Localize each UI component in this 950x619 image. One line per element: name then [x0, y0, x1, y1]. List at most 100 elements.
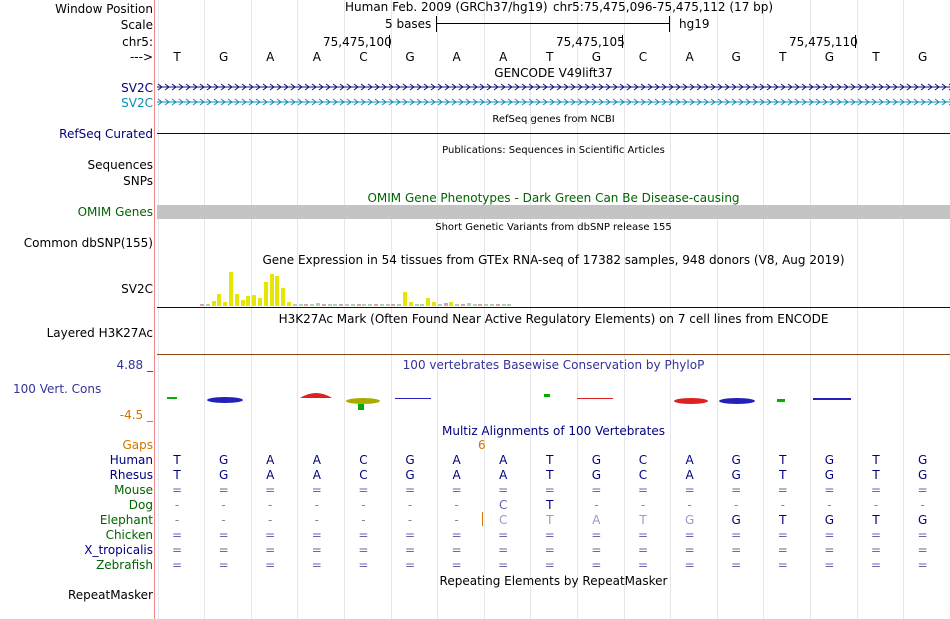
gtex-tissue-bar[interactable] — [316, 303, 320, 306]
gencode-sv2c-feature-2[interactable] — [157, 96, 950, 108]
gtex-tissue-bar[interactable] — [408, 302, 413, 306]
db-label: hg19 — [679, 17, 710, 31]
repeatmasker-label[interactable]: RepeatMasker — [67, 588, 153, 602]
gtex-tissue-bar[interactable] — [246, 296, 251, 306]
phylop-label[interactable]: 100 Vert. Cons — [13, 382, 102, 396]
gtex-tissue-bar[interactable] — [466, 303, 471, 306]
gtex-plot[interactable] — [157, 266, 950, 308]
grid-line — [763, 0, 765, 619]
h3k27ac-signal — [157, 354, 950, 355]
gtex-tissue-bar[interactable] — [449, 302, 454, 306]
gtex-tissue-bar[interactable] — [258, 298, 262, 306]
species-label[interactable]: Human — [109, 453, 153, 467]
gtex-tissue-bar[interactable] — [414, 304, 419, 306]
gtex-tissue-bar[interactable] — [310, 304, 315, 306]
alignment-base: - — [361, 498, 366, 512]
alignment-base: = — [917, 543, 928, 557]
species-label[interactable]: Zebrafish — [96, 558, 153, 572]
gtex-tissue-bar[interactable] — [205, 304, 210, 306]
scale-bar — [436, 16, 670, 32]
species-label[interactable]: Mouse — [114, 483, 153, 497]
alignment-base: A — [685, 468, 694, 482]
species-label[interactable]: X_tropicalis — [84, 543, 153, 557]
gtex-tissue-bar[interactable] — [484, 304, 489, 306]
gtex-tissue-bar[interactable] — [403, 292, 407, 306]
alignment-base: - — [734, 498, 739, 512]
gencode-sv2c-label-2[interactable]: SV2C — [121, 96, 153, 110]
gtex-tissue-bar[interactable] — [234, 294, 239, 306]
grid-line — [437, 0, 439, 619]
gtex-tissue-bar[interactable] — [362, 304, 367, 306]
gtex-tissue-bar[interactable] — [501, 304, 506, 306]
alignment-base: = — [404, 528, 416, 542]
gtex-tissue-bar[interactable] — [223, 302, 228, 306]
gtex-tissue-bar[interactable] — [420, 304, 425, 306]
gtex-tissue-bar[interactable] — [339, 304, 344, 306]
gaps-label[interactable]: Gaps — [122, 438, 153, 452]
alignment-base: = — [171, 558, 183, 572]
gtex-tissue-bar[interactable] — [200, 304, 204, 306]
gtex-tissue-bar[interactable] — [217, 294, 222, 306]
gtex-tissue-bar[interactable] — [507, 304, 512, 306]
gtex-tissue-bar[interactable] — [461, 304, 465, 306]
species-label[interactable]: Elephant — [99, 513, 153, 527]
gtex-tissue-bar[interactable] — [211, 301, 216, 306]
publications-sequences-label[interactable]: Sequences — [87, 158, 153, 172]
species-label[interactable]: Rhesus — [109, 468, 153, 482]
alignment-base: = — [358, 558, 369, 572]
gtex-tissue-bar[interactable] — [374, 304, 378, 306]
alignment-base: = — [218, 543, 229, 557]
gtex-tissue-bar[interactable] — [287, 302, 291, 306]
gtex-tissue-bar[interactable] — [356, 304, 361, 306]
gtex-tissue-bar[interactable] — [298, 304, 303, 306]
gtex-tissue-bar[interactable] — [321, 304, 326, 306]
publications-snps-label[interactable]: SNPs — [123, 174, 153, 188]
gtex-tissue-bar[interactable] — [304, 304, 309, 306]
gtex-tissue-bar[interactable] — [397, 304, 402, 306]
omim-label[interactable]: OMIM Genes — [77, 205, 153, 219]
gtex-tissue-bar[interactable] — [495, 304, 500, 306]
gtex-tissue-bar[interactable] — [281, 288, 286, 306]
gtex-tissue-bar[interactable] — [426, 298, 431, 306]
gencode-sv2c-label-1[interactable]: SV2C — [121, 81, 153, 95]
gtex-tissue-bar[interactable] — [252, 295, 257, 306]
gtex-tissue-bar[interactable] — [292, 304, 297, 306]
gtex-title: Gene Expression in 54 tissues from GTEx … — [262, 253, 845, 267]
gtex-tissue-bar[interactable] — [345, 304, 349, 306]
gtex-tissue-bar[interactable] — [229, 272, 233, 306]
omim-feature[interactable] — [157, 205, 950, 219]
gtex-tissue-bar[interactable] — [385, 304, 390, 306]
species-label[interactable]: Chicken — [105, 528, 153, 542]
gtex-tissue-bar[interactable] — [333, 304, 338, 306]
gtex-tissue-bar[interactable] — [275, 276, 280, 306]
gtex-tissue-bar[interactable] — [240, 300, 245, 306]
refseq-feature[interactable] — [157, 133, 950, 134]
gtex-tissue-bar[interactable] — [455, 304, 460, 306]
gtex-tissue-bar[interactable] — [490, 304, 494, 306]
gtex-tissue-bar[interactable] — [350, 304, 355, 306]
alignment-base: T — [779, 468, 787, 482]
alignment-base: = — [404, 558, 416, 572]
label-divider — [154, 0, 155, 619]
gtex-tissue-bar[interactable] — [391, 304, 396, 306]
gencode-sv2c-feature-1[interactable] — [157, 81, 950, 93]
gtex-tissue-bar[interactable] — [368, 304, 373, 306]
gtex-tissue-bar[interactable] — [327, 304, 332, 306]
gtex-tissue-bar[interactable] — [379, 304, 384, 306]
reference-base: G — [218, 50, 229, 64]
gtex-tissue-bar[interactable] — [269, 274, 274, 306]
gtex-tissue-bar[interactable] — [263, 282, 268, 306]
alignment-base: = — [218, 558, 229, 572]
gtex-tissue-bar[interactable] — [472, 304, 477, 306]
gtex-tissue-bar[interactable] — [443, 303, 448, 306]
dbsnp-label[interactable]: Common dbSNP(155) — [23, 236, 153, 250]
gtex-label[interactable]: SV2C — [121, 282, 153, 296]
alignment-base: G — [684, 513, 695, 527]
h3k27ac-label[interactable]: Layered H3K27Ac — [46, 326, 153, 340]
gtex-tissue-bar[interactable] — [432, 302, 436, 306]
grid-line — [670, 0, 672, 619]
gtex-tissue-bar[interactable] — [437, 304, 442, 306]
refseq-label[interactable]: RefSeq Curated — [59, 127, 153, 141]
species-label[interactable]: Dog — [128, 498, 153, 512]
gtex-tissue-bar[interactable] — [478, 304, 483, 306]
